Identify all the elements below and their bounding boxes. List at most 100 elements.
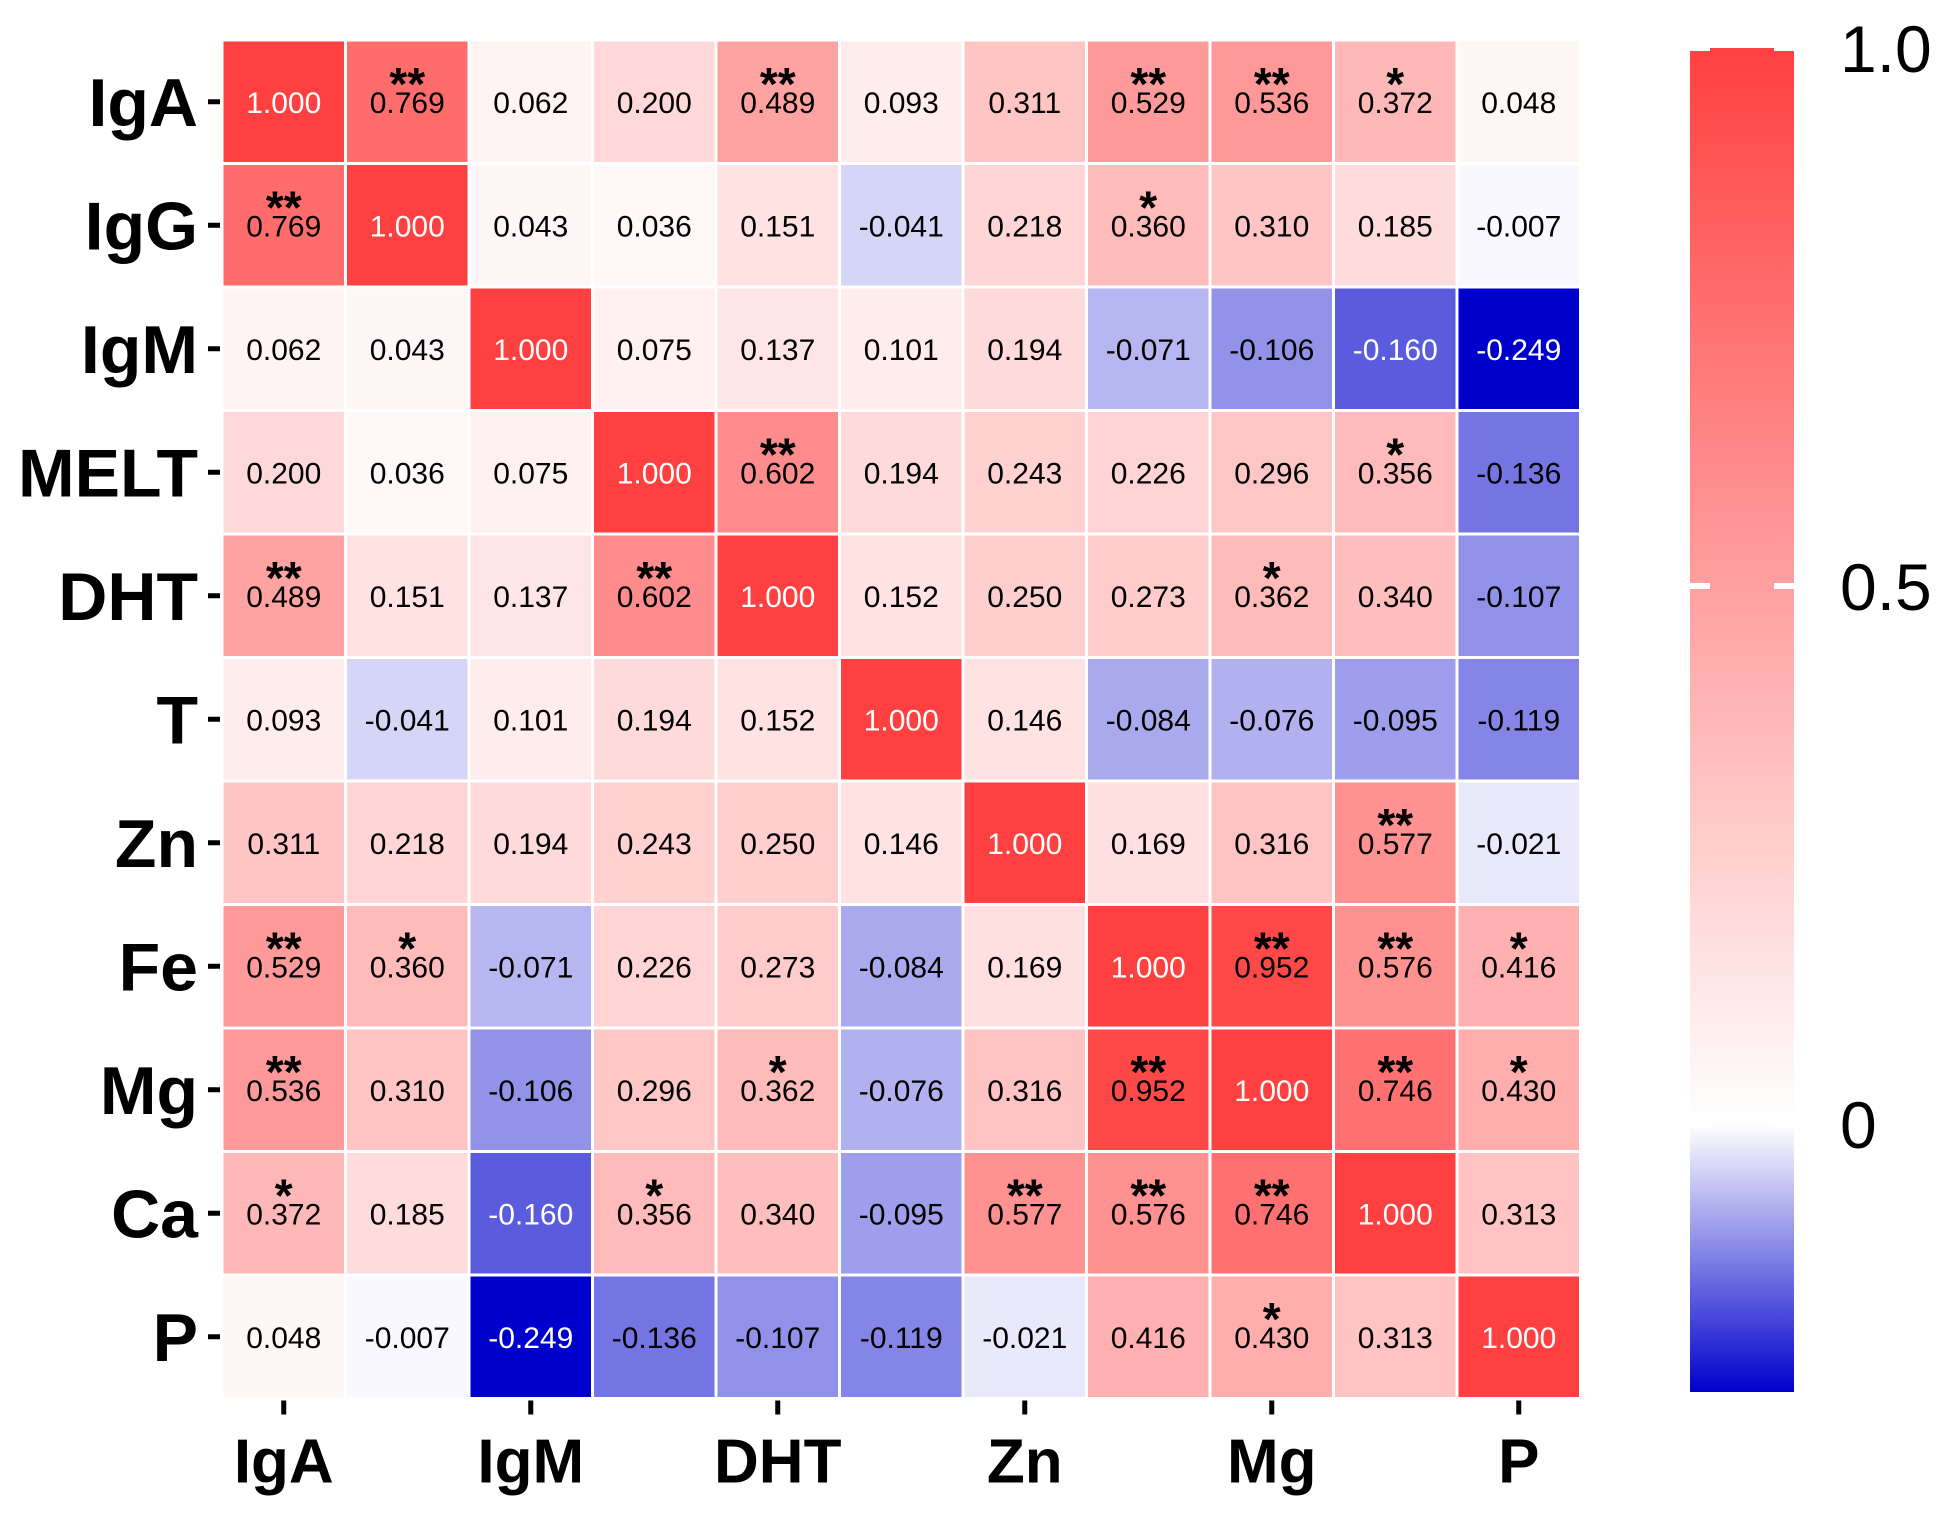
x-axis: IgA IgM DHT Zn Mg P — [234, 1400, 1539, 1497]
cell-value-label: 0.576 — [1111, 1198, 1186, 1231]
heatmap-cell — [838, 285, 965, 412]
significance-stars: ** — [1130, 58, 1166, 110]
cell-value-label: 0.360 — [370, 951, 445, 984]
significance-stars: ** — [1007, 1169, 1043, 1221]
cell-value-label: -0.007 — [365, 1322, 450, 1355]
cell-value-label: -0.160 — [488, 1198, 573, 1231]
cell-value-label: 0.356 — [1358, 457, 1433, 490]
significance-stars: ** — [1377, 1046, 1413, 1098]
cell-value-label: 0.577 — [987, 1198, 1062, 1231]
cell-value-label: -0.084 — [859, 951, 944, 984]
x-axis-tick-label: Zn — [987, 1428, 1063, 1497]
cell-value-label: 1.000 — [617, 457, 692, 490]
heatmap-cell — [1085, 903, 1212, 1030]
cell-value-label: 0.296 — [1234, 457, 1309, 490]
heatmap-cell — [838, 1273, 965, 1400]
cell-value-label: 0.489 — [246, 581, 321, 614]
significance-stars: ** — [760, 58, 796, 110]
heatmap-cell — [1208, 409, 1335, 536]
heatmap-cell — [1332, 903, 1459, 1030]
cell-value-label: 0.075 — [617, 334, 692, 367]
x-axis-tick-label: DHT — [714, 1428, 842, 1497]
heatmap-cell — [467, 532, 594, 659]
significance-stars: ** — [1254, 922, 1290, 974]
heatmap-cell — [1208, 1026, 1335, 1153]
heatmap-cell — [591, 656, 718, 783]
cell-value-label: 0.146 — [864, 828, 939, 861]
cell-value-label: 0.952 — [1234, 951, 1309, 984]
cell-value-label: 0.137 — [493, 581, 568, 614]
cell-value-label: 0.152 — [864, 581, 939, 614]
cell-value-label: 0.200 — [617, 87, 692, 120]
heatmap-cell — [467, 779, 594, 906]
heatmap-cell — [1208, 162, 1335, 289]
y-axis-tick-label: P — [153, 1300, 198, 1376]
cell-value-label: 0.416 — [1481, 951, 1556, 984]
heatmap-cell — [838, 656, 965, 783]
heatmap-cell — [961, 903, 1088, 1030]
y-axis: IgA IgG IgM MELT DHT T Zn Fe Mg Ca P — [18, 65, 220, 1376]
cell-value-label: -0.071 — [1106, 334, 1191, 367]
heatmap-cell — [591, 903, 718, 1030]
heatmap-cell — [1332, 409, 1459, 536]
heatmap-cell — [1455, 1026, 1582, 1153]
heatmap-cell — [220, 162, 347, 289]
heatmap-cell — [1455, 903, 1582, 1030]
heatmap-cell — [467, 1150, 594, 1277]
cell-value-label: 0.048 — [246, 1322, 321, 1355]
cell-value-label: 0.043 — [493, 210, 568, 243]
cell-value-label: 0.602 — [740, 457, 815, 490]
heatmap-cell — [714, 532, 841, 659]
y-axis-tick-label: DHT — [58, 559, 198, 635]
legend-tick-label: 0 — [1840, 1088, 1877, 1162]
cell-value-label: 0.529 — [1111, 87, 1186, 120]
cell-value-label: 1.000 — [1234, 1075, 1309, 1108]
significance-stars: ** — [1254, 58, 1290, 110]
cell-value-label: -0.107 — [735, 1322, 820, 1355]
cell-value-label: -0.107 — [1476, 581, 1561, 614]
cell-value-label: 1.000 — [987, 828, 1062, 861]
cell-value-label: 0.576 — [1358, 951, 1433, 984]
heatmap-cell — [1455, 409, 1582, 536]
heatmap-cell — [1455, 1150, 1582, 1277]
heatmap-cell-labels: 1.000 0.769** 0.062 0.200 0.489** 0.093 0.311 0… — [246, 58, 1561, 1355]
heatmap-cell — [1332, 38, 1459, 165]
heatmap-cell — [220, 38, 347, 165]
cell-value-label: 0.316 — [1234, 828, 1309, 861]
heatmap-cell — [1455, 532, 1582, 659]
cell-value-label: -0.119 — [860, 1322, 943, 1355]
cell-value-label: -0.076 — [1229, 704, 1314, 737]
cell-value-label: 0.043 — [370, 334, 445, 367]
cell-value-label: 0.226 — [617, 951, 692, 984]
cell-value-label: 0.310 — [370, 1075, 445, 1108]
cell-value-label: -0.007 — [1476, 210, 1561, 243]
cell-value-label: 0.356 — [617, 1198, 692, 1231]
significance-stars: ** — [266, 552, 302, 604]
cell-value-label: 0.218 — [987, 210, 1062, 243]
cell-value-label: -0.084 — [1106, 704, 1191, 737]
cell-value-label: 0.577 — [1358, 828, 1433, 861]
y-axis-tick-label: Zn — [115, 806, 198, 882]
cell-value-label: 0.430 — [1481, 1075, 1556, 1108]
heatmap-cells — [220, 38, 1582, 1400]
heatmap-cell — [1455, 1273, 1582, 1400]
cell-value-label: 0.200 — [246, 457, 321, 490]
heatmap-cell — [961, 409, 1088, 536]
cell-value-label: 0.311 — [988, 87, 1061, 120]
cell-value-label: -0.249 — [1476, 334, 1561, 367]
cell-value-label: 0.036 — [617, 210, 692, 243]
cell-value-label: 0.273 — [740, 951, 815, 984]
cell-value-label: 0.194 — [987, 334, 1062, 367]
cell-value-label: 0.151 — [370, 581, 445, 614]
heatmap-cell — [1332, 1273, 1459, 1400]
cell-value-label: 0.169 — [1111, 828, 1186, 861]
cell-value-label: 0.360 — [1111, 210, 1186, 243]
heatmap-cell — [714, 162, 841, 289]
heatmap-cell — [220, 656, 347, 783]
legend-tick-label: 1.0 — [1840, 12, 1932, 86]
cell-value-label: 0.093 — [864, 87, 939, 120]
cell-value-label: 0.185 — [1358, 210, 1433, 243]
heatmap-cell — [467, 409, 594, 536]
